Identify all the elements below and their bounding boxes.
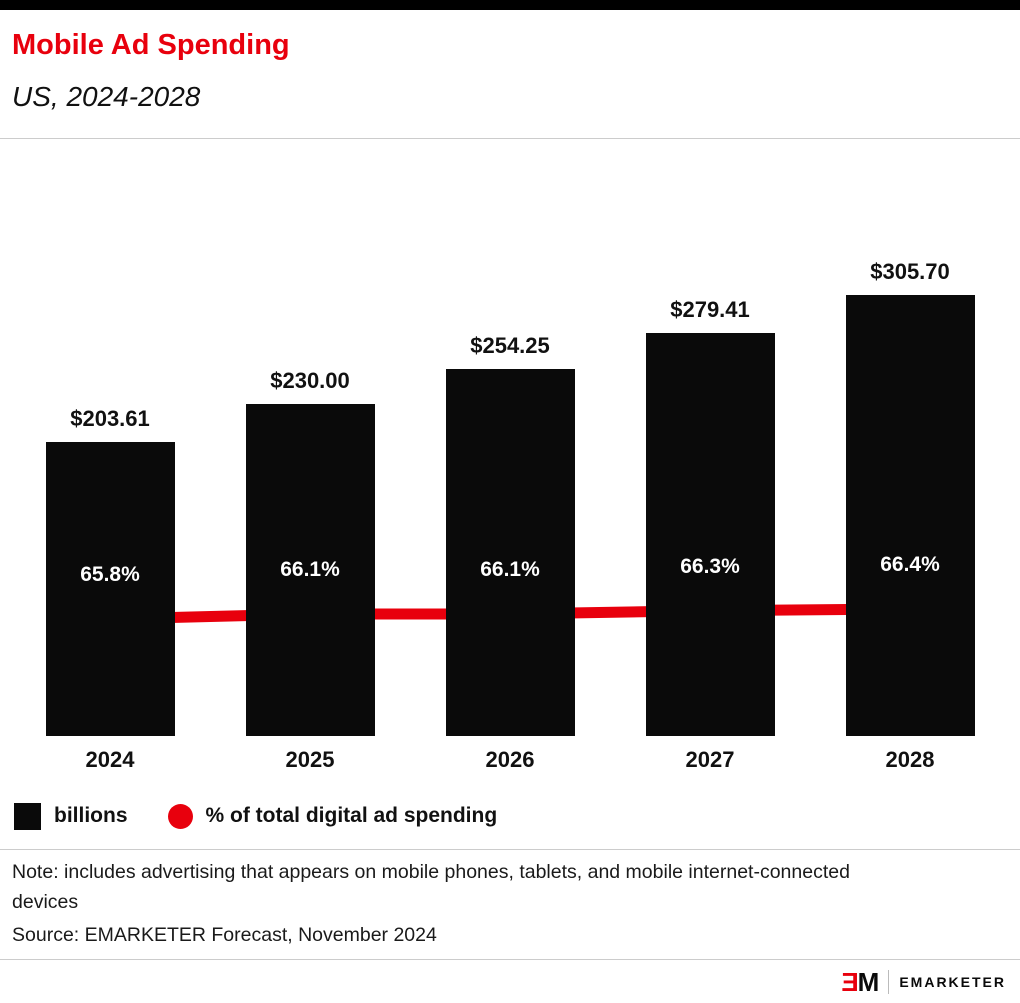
footer-divider	[0, 959, 1020, 960]
x-axis-label-2027: 2027	[685, 747, 735, 772]
bar-2027	[645, 332, 775, 736]
chart-subtitle: US, 2024-2028	[12, 81, 201, 112]
logo-divider	[888, 969, 890, 994]
bar-value-label-2026: $254.25	[470, 333, 550, 359]
bar-value-label-2027: $279.41	[670, 296, 750, 322]
legend-item-billions: billions	[14, 802, 128, 830]
bar-value-label-2028: $305.70	[870, 259, 950, 284]
chart-plot-area: $203.61 65.8% $230.00 66.1% $254.25 66.1% $279…	[0, 241, 1020, 736]
logo-mark-icon: ƎM	[841, 966, 879, 997]
bar-2028	[845, 295, 975, 736]
bar-2026	[445, 369, 575, 736]
legend: billions % of total digital ad spending	[0, 796, 1020, 836]
pct-label-2026: 66.1%	[480, 557, 540, 581]
chart-header: Mobile Ad Spending US, 2024-2028	[0, 10, 1020, 114]
legend-item-pct-digital: % of total digital ad spending	[167, 803, 498, 829]
brand-wordmark: EMARKETER	[899, 973, 1006, 990]
pct-label-2027: 66.3%	[680, 554, 740, 578]
note-text: Note: includes advertising that appears …	[12, 861, 850, 913]
x-axis-label-2025: 2025	[285, 747, 335, 772]
chart-title: Mobile Ad Spending	[12, 29, 290, 61]
emarketer-logo: ƎM EMARKETER	[841, 969, 1006, 995]
bar-2024	[45, 442, 175, 736]
x-axis-label-2024: 2024	[85, 747, 135, 772]
pct-label-2024: 65.8%	[80, 563, 140, 586]
x-axis-label-2028: 2028	[885, 747, 935, 772]
bar-swatch-icon	[14, 802, 41, 830]
bar-value-label-2025: $230.00	[270, 368, 350, 394]
pct-label-2025: 66.1%	[280, 557, 340, 581]
legend-label-billions: billions	[54, 804, 128, 827]
line-swatch-icon	[167, 803, 193, 829]
notes-section: Note: includes advertising that appears …	[0, 850, 1020, 950]
footer: ƎM EMARKETER	[0, 960, 1020, 1003]
pct-label-2028: 66.4%	[880, 552, 940, 576]
x-axis: 2024 2025 2026 2027 2028	[0, 736, 1020, 784]
note-divider	[0, 849, 1020, 850]
legend-label-pct-digital: % of total digital ad spending	[205, 804, 498, 827]
source-text: Source: EMARKETER Forecast, November 202…	[12, 924, 437, 946]
x-axis-label-2026: 2026	[485, 747, 535, 772]
top-accent-bar	[0, 0, 1020, 10]
header-divider	[0, 138, 1020, 139]
bar-2025	[245, 404, 375, 736]
bar-value-label-2024: $203.61	[70, 406, 150, 432]
